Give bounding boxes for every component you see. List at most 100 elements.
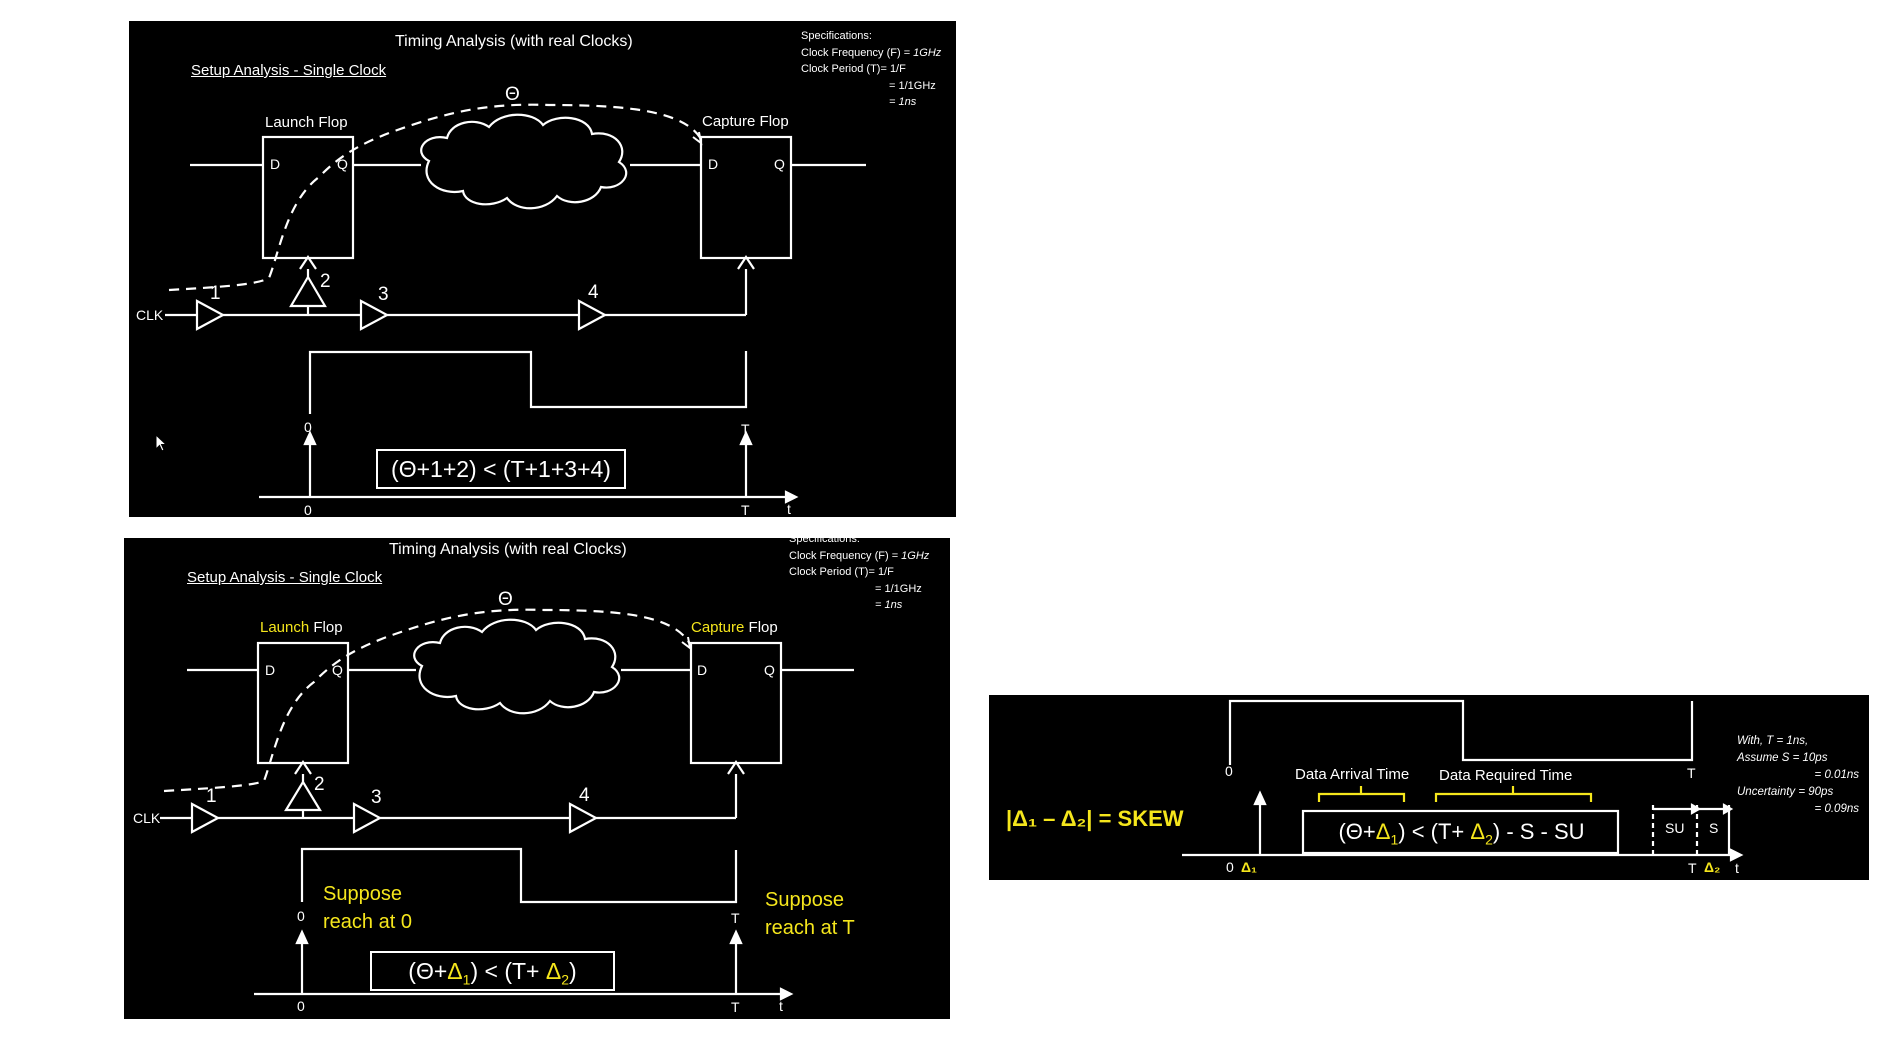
delta2-symbol: Δ2 <box>545 958 569 988</box>
buffer-3 <box>359 299 390 331</box>
delta2-sub: 2 <box>1485 831 1493 848</box>
eq-part1: (Θ+ <box>1338 819 1376 844</box>
delta2: Δ <box>545 958 562 984</box>
eq-part2: ) < (T+ <box>1398 819 1471 844</box>
spec-period-eq1: = 1/1GHz <box>875 582 922 595</box>
spec-frequency: Clock Frequency (F) = 1GHz <box>789 548 929 565</box>
axis-tick-0: 0 <box>1226 859 1234 875</box>
data-path-dashed <box>168 103 702 292</box>
delta1: Δ <box>447 958 463 984</box>
flop-word: Flop <box>313 619 343 636</box>
delta-equation: (Θ+Δ1) < (T+ Δ2) <box>370 951 615 991</box>
skew-definition: |Δ₁ – Δ₂| = SKEW <box>1006 806 1184 831</box>
panel-subtitle: Setup Analysis - Single Clock <box>187 569 383 586</box>
flop-word: Flop <box>748 619 778 636</box>
eq-part3: ) <box>569 958 577 984</box>
note-line3: = 0.01ns <box>1814 769 1859 781</box>
panel-title: Timing Analysis (with real Clocks) <box>389 541 627 558</box>
axis-tick-t: t <box>779 998 783 1014</box>
axis-tick-t: t <box>1735 860 1739 876</box>
launch-pin-q: Q <box>332 662 343 678</box>
delta1-symbol: Δ1 <box>447 958 470 988</box>
eq-part3: ) - S - SU <box>1492 819 1585 844</box>
spec-heading: Specifications: <box>789 538 860 545</box>
buffer-2-label: 2 <box>314 774 325 795</box>
axis-tick-delta1: Δ₁ <box>1241 859 1257 875</box>
spec-heading: Specifications: <box>801 30 872 42</box>
clock-waveform <box>300 847 738 904</box>
suppose-0-line1: Suppose <box>323 883 402 905</box>
note-line4: Uncertainty = 90ps <box>1737 786 1834 798</box>
data-required-label: Data Required Time <box>1439 767 1573 784</box>
timing-panel-skew: 0 T Data Arrival Time Data Required Time… <box>989 695 1869 880</box>
wave-tick-0: 0 <box>304 419 312 435</box>
eq-part1: (Θ+ <box>408 958 448 984</box>
wave-tick-T: T <box>741 421 750 437</box>
schematic-drawing <box>165 103 866 504</box>
note-line5: = 0.09ns <box>1814 803 1859 815</box>
buffer-1-label: 1 <box>210 283 221 304</box>
suppose-0-line2: reach at 0 <box>323 911 412 933</box>
axis-tick-T: T <box>1688 860 1697 876</box>
suppose-reach-0: Suppose reach at 0 <box>323 880 412 936</box>
clk-label: CLK <box>136 307 164 323</box>
panel-title: Timing Analysis (with real Clocks) <box>395 33 633 50</box>
capture-pin-d: D <box>697 662 708 678</box>
assumption-notes: With, T = 1ns, Assume S = 10ps = 0.01ns … <box>1737 733 1859 818</box>
buffer-4 <box>577 299 608 331</box>
buffer-3 <box>352 802 383 834</box>
wave-tick-0: 0 <box>297 908 305 924</box>
buffer-4 <box>568 802 599 834</box>
capture-word: Capture <box>691 619 745 636</box>
specifications: Specifications: Clock Frequency (F) = 1G… <box>789 538 929 614</box>
axis-tick-delta2: Δ₂ <box>1704 859 1721 875</box>
buffer-2 <box>289 274 327 308</box>
setup-equation: (Θ+1+2) < (T+1+3+4) <box>376 449 626 489</box>
delta1-sub: 1 <box>1390 831 1399 848</box>
buffer-4-label: 4 <box>579 785 590 806</box>
spec-period: Clock Period (T)= 1/F <box>801 63 906 75</box>
launch-flop-box <box>256 641 350 765</box>
required-bracket <box>1434 792 1593 802</box>
buffer-1-label: 1 <box>206 786 217 807</box>
wave-tick-0: 0 <box>1225 763 1233 779</box>
axis-tick-t: t <box>787 501 791 517</box>
spec-period-eq1: = 1/1GHz <box>889 79 936 92</box>
theta-label: Θ <box>498 589 513 610</box>
suppose-T-line1: Suppose <box>765 889 844 911</box>
capture-flop-label: Capture Flop <box>691 619 778 636</box>
axis-tick-T: T <box>741 502 750 517</box>
spec-freq-label: Clock Frequency (F) = <box>789 549 902 562</box>
spec-frequency: Clock Frequency (F) = 1GHz <box>801 45 941 62</box>
delta2-symbol: Δ2 <box>1470 819 1493 848</box>
spec-period-eq2: = 1ns <box>889 96 917 108</box>
capture-pin-q: Q <box>764 662 775 678</box>
buffer-3-label: 3 <box>378 284 389 305</box>
axis-tick-T: T <box>731 999 740 1015</box>
delta1: Δ <box>1375 819 1391 844</box>
delta2: Δ <box>1470 819 1486 844</box>
note-line1: With, T = 1ns, <box>1737 735 1809 747</box>
launch-pin-d: D <box>270 156 281 172</box>
mouse-cursor-icon <box>155 434 167 452</box>
note-line2: Assume S = 10ps <box>1737 752 1828 764</box>
buffer-2-label: 2 <box>320 271 331 292</box>
delta2-sub: 2 <box>561 971 570 988</box>
launch-pin-q: Q <box>337 156 348 172</box>
clock-waveform <box>308 350 748 414</box>
launch-flop-label: Launch Flop <box>265 114 348 131</box>
schematic-drawing <box>160 608 854 1001</box>
uncertainty-s-label: S <box>1709 820 1719 836</box>
capture-pin-d: D <box>708 156 719 172</box>
launch-word: Launch <box>260 619 310 636</box>
capture-pin-q: Q <box>774 156 785 172</box>
buffer-1 <box>190 802 221 834</box>
axis-tick-0: 0 <box>304 502 312 517</box>
spec-freq-value: 1GHz <box>913 46 942 59</box>
launch-pin-d: D <box>265 662 276 678</box>
capture-flop-label: Capture Flop <box>702 113 789 130</box>
data-path-dashed <box>163 608 691 793</box>
logic-cloud <box>413 618 621 715</box>
spec-period-eq2: = 1ns <box>875 599 903 611</box>
timing-panel-delta: Timing Analysis (with real Clocks) Setup… <box>124 538 950 1019</box>
